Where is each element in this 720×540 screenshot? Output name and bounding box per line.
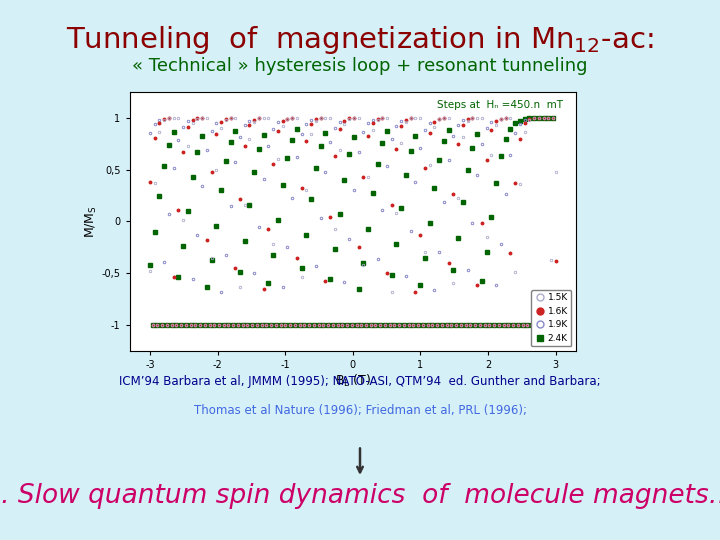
- Text: ICM’94 Barbara et al, JMMM (1995); NATO-ASI, QTM’94  ed. Gunther and Barbara;: ICM’94 Barbara et al, JMMM (1995); NATO-…: [120, 375, 600, 388]
- Text: .... Slow quantum spin dynamics  of  molecule magnets….: .... Slow quantum spin dynamics of molec…: [0, 483, 720, 509]
- Text: Thomas et al Nature (1996); Friedman et al, PRL (1996);: Thomas et al Nature (1996); Friedman et …: [194, 404, 526, 417]
- Text: Steps at  Hₙ =450.n  mT: Steps at Hₙ =450.n mT: [436, 99, 562, 110]
- Y-axis label: M/M$_{\rm S}$: M/M$_{\rm S}$: [84, 205, 99, 238]
- X-axis label: B$_{\rm L}$ (T): B$_{\rm L}$ (T): [335, 373, 371, 389]
- Text: Tunneling  of  magnetization in Mn$_{12}$-ac:: Tunneling of magnetization in Mn$_{12}$-…: [66, 24, 654, 56]
- Legend: 1.5K, 1.6K, 1.9K, 2.4K: 1.5K, 1.6K, 1.9K, 2.4K: [531, 290, 572, 347]
- Text: « Technical » hysteresis loop + resonant tunneling: « Technical » hysteresis loop + resonant…: [132, 57, 588, 75]
